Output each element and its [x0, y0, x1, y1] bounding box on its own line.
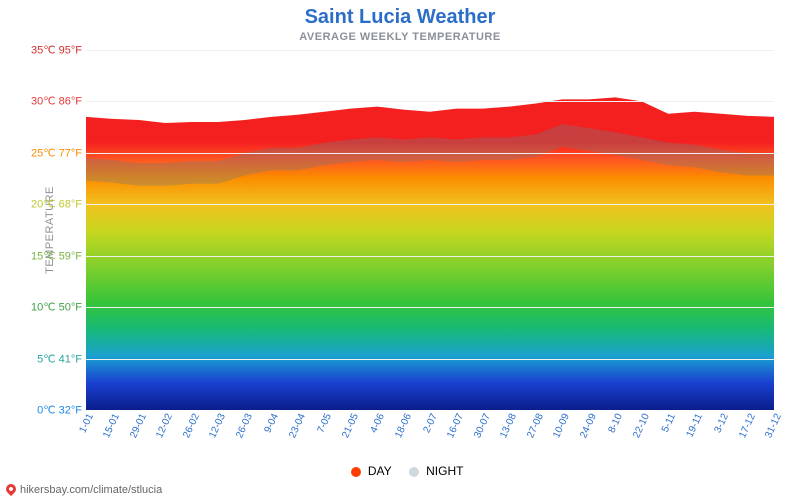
y-tick-label: 35℃ 95°F — [26, 44, 82, 57]
x-tick-label: 23-04 — [287, 412, 308, 440]
y-tick-label: 5℃ 41°F — [26, 352, 82, 365]
gridline — [86, 153, 774, 154]
x-tick-label: 15-01 — [102, 412, 123, 440]
chart-subtitle: AVERAGE WEEKLY TEMPERATURE — [0, 31, 800, 43]
x-tick-label: 3-12 — [713, 412, 731, 435]
chart-area: 0℃ 32°F5℃ 41°F10℃ 50°F15℃ 59°F20℃ 68°F25… — [86, 50, 774, 410]
gridline — [86, 359, 774, 360]
y-tick-label: 30℃ 86°F — [26, 95, 82, 108]
x-tick-label: 4-06 — [369, 412, 387, 435]
x-tick-label: 18-06 — [393, 412, 414, 440]
gridline — [86, 307, 774, 308]
gridline — [86, 256, 774, 257]
legend-label-day: DAY — [368, 464, 392, 478]
x-tick-label: 17-12 — [737, 412, 758, 440]
temperature-area-chart — [86, 50, 774, 410]
map-pin-icon — [4, 482, 18, 496]
x-tick-label: 9-04 — [263, 412, 281, 435]
x-tick-label: 24-09 — [578, 412, 599, 440]
x-tick-label: 7-05 — [316, 412, 334, 435]
y-tick-label: 20℃ 68°F — [26, 198, 82, 211]
x-tick-label: 16-07 — [446, 412, 467, 440]
source-footer: hikersbay.com/climate/stlucia — [6, 483, 162, 496]
gridline — [86, 101, 774, 102]
x-tick-label: 5-11 — [660, 412, 678, 434]
chart-title: Saint Lucia Weather — [0, 0, 800, 29]
x-tick-label: 19-11 — [684, 412, 704, 439]
x-tick-label: 26-03 — [234, 412, 255, 440]
x-tick-label: 8-10 — [607, 412, 625, 435]
x-tick-label: 2-07 — [422, 412, 440, 435]
gridline — [86, 204, 774, 205]
y-tick-label: 0℃ 32°F — [26, 404, 82, 417]
gridline — [86, 50, 774, 51]
x-tick-label: 31-12 — [763, 412, 784, 440]
x-tick-label: 30-07 — [472, 412, 493, 440]
x-tick-label: 29-01 — [128, 412, 149, 440]
x-tick-label: 21-05 — [340, 412, 361, 440]
x-tick-label: 10-09 — [551, 412, 572, 440]
legend: DAY NIGHT — [0, 464, 800, 478]
x-tick-label: 22-10 — [631, 412, 652, 440]
y-tick-label: 15℃ 59°F — [26, 249, 82, 262]
legend-label-night: NIGHT — [426, 464, 463, 478]
x-tick-label: 13-08 — [499, 412, 520, 440]
y-tick-label: 10℃ 50°F — [26, 301, 82, 314]
y-tick-label: 25℃ 77°F — [26, 146, 82, 159]
legend-swatch-day — [351, 467, 361, 477]
x-tick-label: 12-03 — [207, 412, 228, 440]
x-tick-label: 12-02 — [155, 412, 176, 440]
x-tick-label: 27-08 — [525, 412, 546, 440]
legend-swatch-night — [409, 467, 419, 477]
x-tick-label: 26-02 — [181, 412, 202, 440]
